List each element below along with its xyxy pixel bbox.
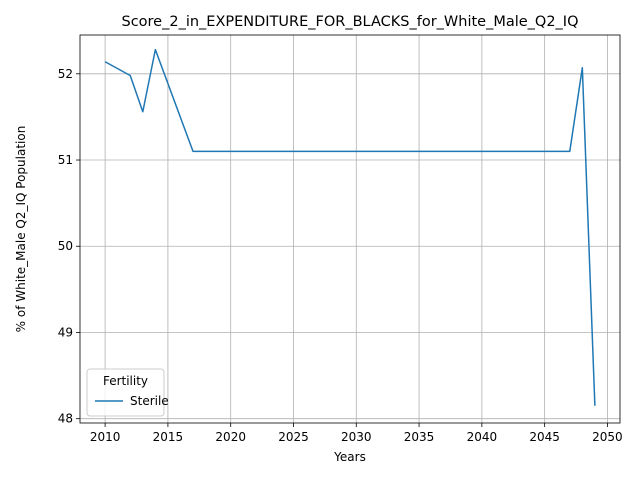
y-axis-label: % of White_Male Q2_IQ Population: [14, 126, 28, 333]
grid: [80, 35, 620, 423]
axis-ticks: 2010 2015 2020 2025 2030 2035 2040 2045 2050 48 49…: [58, 67, 623, 444]
legend-box: [86, 368, 165, 417]
x-tick-label: 2030: [341, 430, 372, 444]
legend-title: Fertility: [103, 374, 148, 388]
x-tick-label: 2045: [529, 430, 560, 444]
y-tick-label: 51: [58, 153, 73, 167]
series-layer: [104, 48, 596, 406]
y-tick-label: 52: [58, 67, 73, 81]
x-tick-label: 2050: [592, 430, 623, 444]
x-tick-label: 2025: [278, 430, 309, 444]
chart-title: Score_2_in_EXPENDITURE_FOR_BLACKS_for_Wh…: [121, 14, 578, 30]
series-line-sterile: [104, 48, 596, 406]
y-tick-label: 50: [58, 239, 73, 253]
x-tick-label: 2010: [90, 430, 121, 444]
plot-frame: [79, 34, 621, 424]
x-tick-label: 2020: [215, 430, 246, 444]
y-tick-label: 49: [58, 325, 73, 339]
x-tick-label: 2035: [404, 430, 435, 444]
x-tick-label: 2015: [153, 430, 184, 444]
x-tick-label: 2040: [467, 430, 498, 444]
x-axis-label: Years: [333, 450, 366, 464]
y-tick-label: 48: [58, 412, 73, 426]
legend-entry-sterile: Sterile: [130, 394, 169, 408]
legend: Fertility Sterile: [86, 368, 169, 417]
